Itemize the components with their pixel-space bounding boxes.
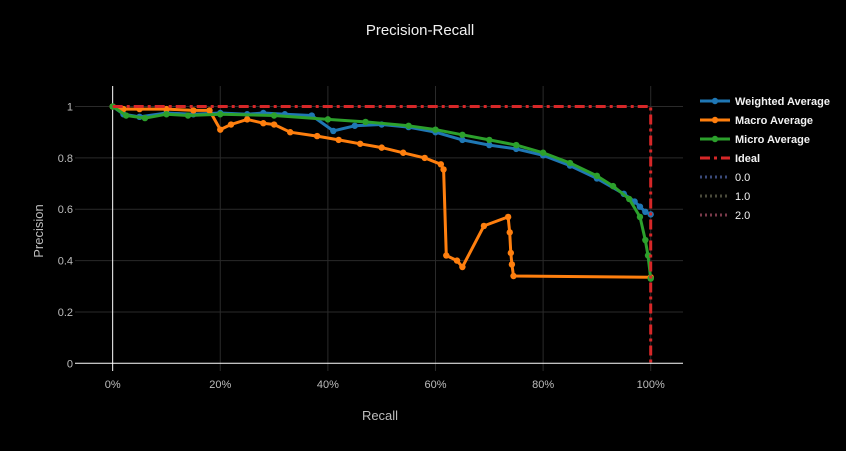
series-ideal <box>112 105 653 364</box>
data-point <box>642 208 649 216</box>
data-point <box>163 111 170 118</box>
data-point <box>362 118 369 126</box>
data-point <box>507 249 515 257</box>
legend-item-2-0[interactable]: 2.0 <box>700 210 750 222</box>
data-point <box>206 107 213 114</box>
data-point <box>513 141 520 149</box>
data-point <box>260 120 267 127</box>
data-point <box>270 112 278 119</box>
x-tick-label: 40% <box>317 379 339 391</box>
legend-label: Ideal <box>735 153 760 165</box>
data-point <box>459 136 466 144</box>
data-point <box>508 261 516 268</box>
data-point <box>335 136 342 144</box>
y-axis-title: Precision <box>31 204 46 257</box>
chart-title: Precision-Recall <box>366 22 474 39</box>
series-micro-average <box>109 103 654 282</box>
data-point <box>313 132 321 140</box>
data-point <box>510 272 517 280</box>
x-axis-title: Recall <box>362 408 398 423</box>
data-point <box>421 154 428 162</box>
data-point <box>217 126 224 133</box>
data-point <box>356 140 364 147</box>
legend-item-micro-average[interactable]: Micro Average <box>700 134 810 146</box>
y-tick-label: 0.4 <box>58 256 73 268</box>
y-tick-label: 0.2 <box>58 307 73 319</box>
data-point <box>122 112 130 119</box>
series-line <box>112 105 653 364</box>
data-point <box>636 203 644 210</box>
legend-label: Macro Average <box>735 115 813 127</box>
legend[interactable]: Weighted Average Macro Average Micro Avera… <box>700 96 830 222</box>
x-tick-label: 0% <box>105 379 121 391</box>
data-point <box>593 172 601 180</box>
data-point <box>437 161 445 168</box>
data-point <box>636 213 644 221</box>
data-point <box>459 263 466 271</box>
legend-item-ideal[interactable]: Ideal <box>700 153 760 165</box>
data-point <box>405 122 412 129</box>
data-point <box>443 252 450 259</box>
legend-item-weighted-average[interactable]: Weighted Average <box>700 96 830 108</box>
data-point <box>647 275 654 282</box>
x-tick-label: 100% <box>637 379 665 391</box>
data-point <box>163 105 170 113</box>
x-tick-label: 80% <box>532 379 554 391</box>
data-point <box>287 129 294 136</box>
data-point <box>432 126 439 133</box>
axes <box>75 86 683 371</box>
data-point <box>566 159 574 167</box>
legend-swatch-marker <box>711 116 719 124</box>
data-point <box>378 144 385 151</box>
legend-item-macro-average[interactable]: Macro Average <box>700 115 813 127</box>
data-point <box>480 222 488 230</box>
data-point <box>400 149 407 156</box>
data-point <box>141 114 149 122</box>
data-point <box>486 136 493 144</box>
data-point <box>324 116 332 123</box>
y-tick-label: 0 <box>67 358 73 370</box>
data-point <box>504 213 512 221</box>
data-point <box>270 121 278 128</box>
data-point <box>330 127 337 135</box>
y-tick-label: 0.6 <box>58 204 73 216</box>
data-point <box>506 229 513 236</box>
legend-label: Weighted Average <box>735 96 830 108</box>
x-tick-label: 20% <box>209 379 231 391</box>
data-point <box>227 121 235 128</box>
plot-area <box>109 103 654 364</box>
legend-label: Micro Average <box>735 134 810 146</box>
legend-swatch-marker <box>711 97 719 105</box>
data-point <box>109 103 116 110</box>
legend-item-0-0[interactable]: 0.0 <box>700 172 750 184</box>
legend-label: 0.0 <box>735 172 750 184</box>
data-point <box>351 122 358 129</box>
data-point <box>609 182 617 190</box>
y-tick-label: 0.8 <box>58 153 73 165</box>
data-point <box>453 257 461 264</box>
data-point <box>642 236 649 244</box>
data-point <box>184 112 192 119</box>
data-point <box>243 116 251 123</box>
data-point <box>459 131 466 138</box>
x-tick-label: 60% <box>424 379 446 391</box>
legend-label: 2.0 <box>735 210 750 222</box>
legend-item-1-0[interactable]: 1.0 <box>700 191 750 203</box>
data-point <box>625 195 633 203</box>
data-point <box>190 107 197 114</box>
legend-label: 1.0 <box>735 191 750 203</box>
legend-swatch-marker <box>711 135 719 143</box>
data-point <box>440 166 447 173</box>
y-tick-label: 1 <box>67 102 73 114</box>
data-point <box>217 111 224 118</box>
data-point <box>539 149 547 156</box>
tick-labels: 0% 20% 40% 60% 80% 100% 0 0.2 0.4 0.6 0.8 1 <box>58 102 665 391</box>
series-macro-average <box>109 103 654 281</box>
data-point <box>486 141 493 149</box>
